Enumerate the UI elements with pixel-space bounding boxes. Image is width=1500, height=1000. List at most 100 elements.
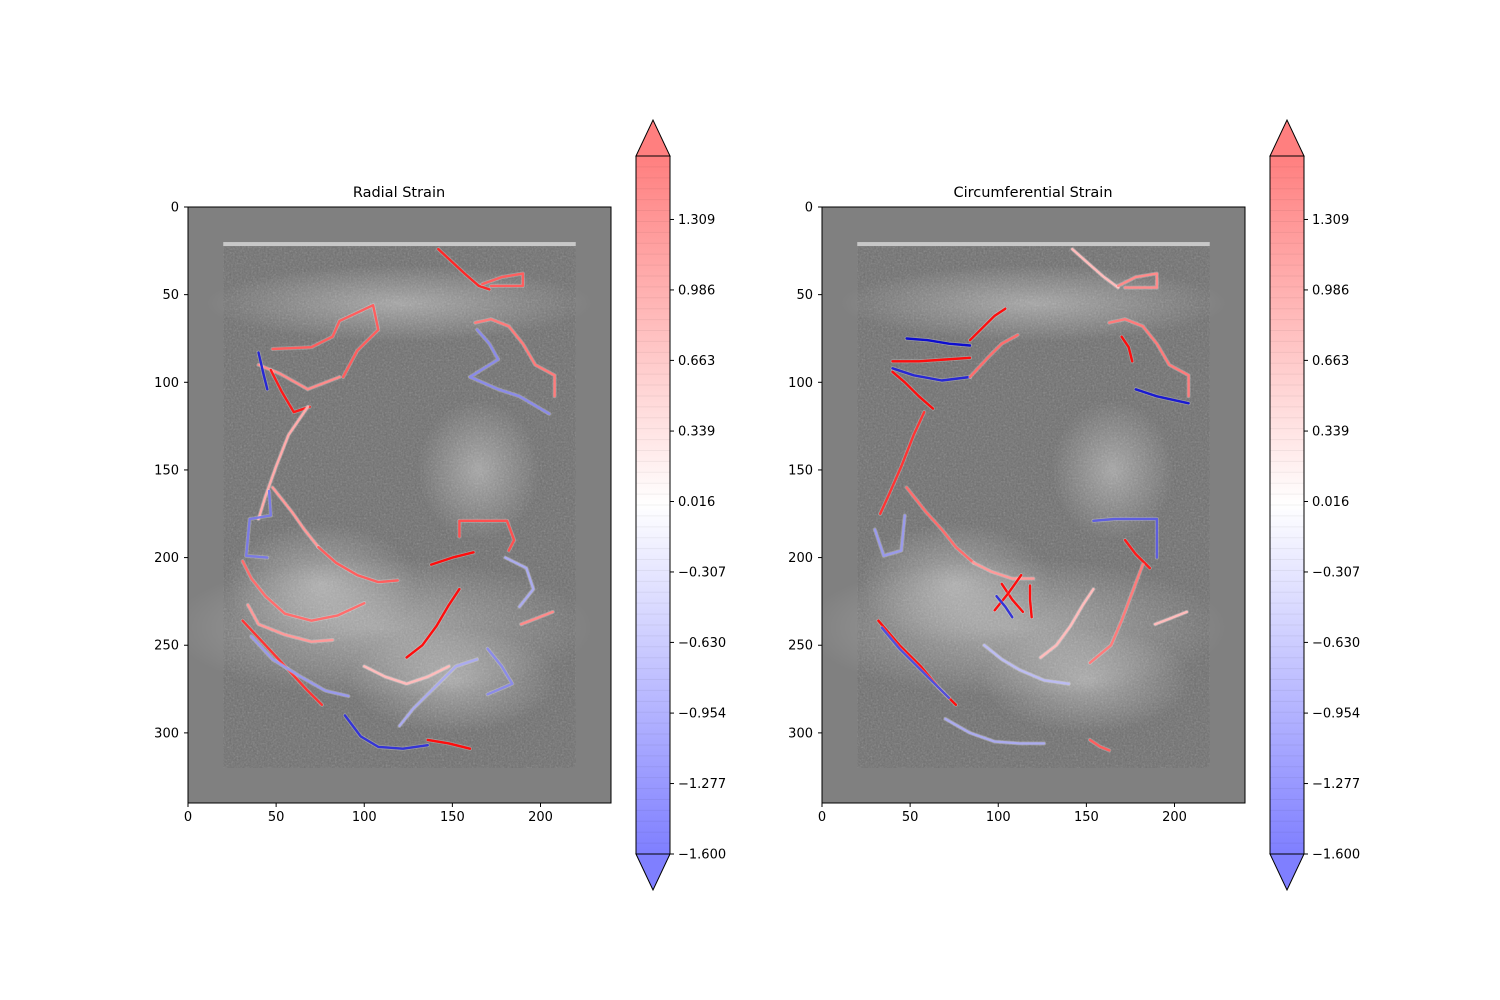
strain-contour [474,317,556,398]
colorbar-tick: 0.986 [1304,283,1349,298]
radial-strain-panel: Radial Strain 0 50 100 150 200 0 50 100 150 200 2… [154,118,726,892]
ultrasound-image [170,242,594,768]
y-tick: 200 [788,551,822,566]
strain-contour [481,272,525,288]
colorbar-tick-label: 1.309 [1312,213,1349,228]
strain-contour [1000,582,1025,614]
strain-contour [271,486,320,549]
colorbar-tick-label: −1.277 [678,777,726,792]
colorbar-tick-label: 0.663 [1312,354,1349,369]
strain-contour [250,635,350,698]
strain-contour [504,556,535,608]
colorbar-tick-label: −1.600 [678,848,726,863]
y-tick: 0 [171,201,188,216]
y-axis: 0 50 100 150 200 250 300 [788,201,822,741]
y-tick-label: 250 [154,639,179,654]
strain-contour [1120,335,1134,363]
y-tick-label: 150 [154,463,179,478]
colorbar-tick-label: 0.016 [678,495,715,510]
x-tick-label: 0 [184,810,192,825]
strain-contour [879,410,926,515]
y-tick: 250 [154,639,188,654]
y-tick-label: 300 [154,726,179,741]
tissue-highlight [839,264,1228,342]
strain-contour [1134,388,1190,405]
strain-contour [271,303,380,379]
axes-frame [187,206,612,804]
colorbar-tick-label: 0.986 [678,283,715,298]
circumferential-strain-panel: Circumferential Strain 0 50 100 150 200 0 50 1… [788,118,1360,892]
strain-contour [993,573,1023,612]
axes-frame [821,206,1246,804]
x-tick: 50 [902,803,919,825]
strain-contour [1116,272,1159,289]
strain-contour [1123,538,1151,570]
colorbar-tick: −0.630 [1304,636,1360,651]
strain-contour [1108,317,1190,398]
colorbar-body [636,156,670,854]
tissue-highlight [857,522,1052,646]
strain-contour [241,559,366,622]
tissue-highlight [980,627,1193,733]
x-tick-label: 50 [902,810,919,825]
x-axis: 0 50 100 150 200 [184,803,553,825]
y-tick: 200 [154,551,188,566]
colorbar-tick: −0.630 [670,636,726,651]
strain-contour [437,247,491,291]
strain-contour [995,595,1014,619]
colorbar-extend-min [1269,853,1305,892]
y-tick: 300 [788,726,822,741]
x-tick-label: 200 [1162,810,1187,825]
strain-contour [905,486,975,564]
colorbar: −1.600 −1.277 −0.954 −0.630 −0.307 0.016 0.339… [1269,118,1360,892]
x-tick: 0 [184,803,192,825]
x-tick: 150 [440,803,465,825]
x-tick-label: 100 [352,810,377,825]
x-tick-label: 0 [818,810,826,825]
colorbar-tick-label: 0.339 [678,425,715,440]
strain-contour [982,644,1071,685]
strain-contour [343,714,429,750]
colorbar-tick-label: −0.954 [678,707,726,722]
colorbar-tick: −0.954 [1304,707,1360,722]
colorbar-tick-label: −0.307 [678,565,726,580]
x-tick-label: 150 [1074,810,1099,825]
colorbar-tick: 0.339 [1304,425,1349,440]
strain-contour [1071,247,1120,289]
strain-contour [972,561,1035,580]
colorbar-extend-max [635,118,671,157]
x-tick: 50 [268,803,284,825]
strain-contour [398,658,479,728]
y-tick-label: 50 [796,288,813,303]
strain-contour [1039,587,1095,659]
strain-contour [1028,584,1033,619]
colorbar-frame [635,155,671,855]
strain-contour [1153,610,1188,626]
colorbar-tick: −0.307 [1304,565,1360,580]
y-tick-label: 0 [805,201,813,216]
colorbar-body [1270,156,1304,854]
colorbar-tick: −1.277 [670,777,726,792]
strain-contour [944,717,1046,745]
colorbar-frame [1269,155,1305,855]
strain-contour [363,665,451,685]
colorbar-tick: 0.986 [670,283,715,298]
colorbar-tick-label: −0.954 [1312,707,1360,722]
y-tick-label: 150 [788,463,813,478]
strain-contour [968,333,1019,379]
x-tick: 200 [1162,803,1187,825]
y-tick-label: 100 [154,376,179,391]
x-tick-label: 150 [440,810,465,825]
colorbar-extend-max [1269,118,1305,157]
colorbar-tick-label: 0.016 [1312,495,1349,510]
colorbar-tick: 0.016 [670,495,715,510]
y-tick: 250 [788,639,822,654]
colorbar-tick: 0.016 [1304,495,1349,510]
x-tick-label: 200 [528,810,553,825]
strain-contour [1088,563,1144,664]
strain-contour [968,307,1007,342]
x-tick: 100 [986,803,1011,825]
tissue-highlight [1051,399,1175,541]
strain-contour [891,356,972,363]
